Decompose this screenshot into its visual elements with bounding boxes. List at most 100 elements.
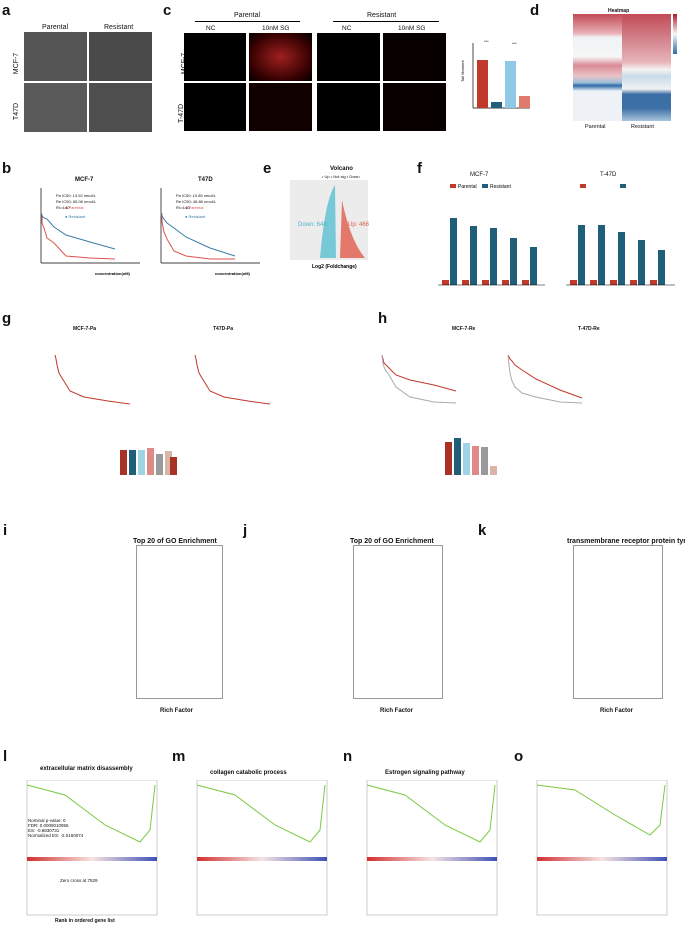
- panel-label-i: i: [3, 522, 8, 539]
- svg-text:Log2 (Foldchange): Log2 (Foldchange): [312, 264, 357, 270]
- volcano-plot: Log2 (Foldchange): [290, 180, 368, 270]
- tail-moment-chart: Tail Moment *** ***: [460, 39, 530, 109]
- divider: [195, 21, 300, 22]
- mrna-expression-charts: Parental Resistant: [438, 184, 675, 286]
- col-label: Parental: [42, 24, 69, 31]
- gsea-plots: [26, 780, 668, 916]
- gsea-stat: FDR: 0.0009010956: [28, 823, 69, 828]
- chart-title: MCF-7: [75, 177, 94, 183]
- panel-label-j: j: [243, 522, 248, 539]
- ic50-text: Pa IC50: 13.92 nmol/L: [56, 193, 96, 198]
- go-plot-j: [353, 545, 443, 699]
- heatmap-xlabel: Parental: [585, 124, 606, 130]
- gsea-stat: Normalized ES: -2.0160074: [28, 833, 84, 838]
- comet-image: [383, 33, 446, 81]
- x-axis-label: Rank in ordered gene list: [55, 918, 115, 924]
- ic50-text: Pa IC50: 10.85 nmol/L: [176, 193, 216, 198]
- ic50-text: Re IC50: 46.86 nmol/L: [176, 199, 217, 204]
- micrograph: [24, 32, 87, 81]
- chart-title: Estrogen signaling pathway: [385, 770, 465, 776]
- ri-text: RI=4.67: [56, 205, 71, 210]
- panel-label-o: o: [514, 748, 524, 765]
- svg-text:concentration(nM): concentration(nM): [215, 271, 251, 276]
- chart-title: collagen catabolic process: [210, 770, 287, 776]
- chart-title: T47D: [198, 177, 213, 183]
- comet-image: [383, 83, 446, 131]
- panel-label-l: l: [3, 748, 8, 765]
- svg-text:● Parental: ● Parental: [185, 205, 204, 210]
- svg-text:● Resistant: ● Resistant: [65, 214, 86, 219]
- chart-title: Volcano: [330, 166, 353, 172]
- sirna-charts: [54, 354, 583, 475]
- divider: [333, 21, 439, 22]
- condition-label: 10nM SG: [398, 25, 426, 32]
- chart-title: T-47D: [600, 172, 617, 178]
- micrograph: [24, 83, 87, 132]
- group-label: Resistant: [367, 12, 397, 19]
- svg-text:● Resistant: ● Resistant: [185, 214, 206, 219]
- comet-image: [249, 83, 312, 131]
- chart-title: Top 20 of GO Enrichment: [350, 538, 434, 545]
- svg-text:concentration(nM): concentration(nM): [95, 271, 131, 276]
- panel-label-e: e: [263, 160, 272, 177]
- x-axis-label: Rich Factor: [600, 708, 634, 714]
- row-label: T47D: [13, 102, 21, 121]
- panel-label-g: g: [2, 310, 12, 327]
- zero-cross: Zero cross at 7529: [60, 878, 98, 883]
- svg-text:Resistant: Resistant: [490, 184, 511, 190]
- heatmap-title: Heatmap: [608, 8, 630, 14]
- panel-label-a: a: [2, 2, 11, 19]
- svg-text:● Parental: ● Parental: [65, 205, 84, 210]
- panel-label-k: k: [478, 522, 487, 539]
- mcf7-viability-chart: ● Parental ● Resistant concentration(nM): [40, 188, 140, 276]
- up-count: Up: 466: [348, 222, 370, 228]
- condition-label: NC: [206, 25, 216, 32]
- group-label: Parental: [234, 12, 261, 19]
- chart-title: Top 20 of GO Enrichment: [133, 538, 217, 545]
- row-label: MCF-7: [13, 52, 21, 75]
- chart-title: transmembrane receptor protein tyrosine …: [567, 538, 685, 545]
- x-axis-label: Rich Factor: [160, 708, 194, 714]
- chart-title: MCF-7-Re: [452, 326, 476, 332]
- panel-label-m: m: [172, 748, 186, 765]
- heatmap-col-resistant: [622, 14, 671, 121]
- comet-image: [317, 83, 380, 131]
- comet-image: [317, 33, 380, 81]
- gsea-stat: ES: -0.6830731: [28, 828, 60, 833]
- svg-text:***: ***: [512, 41, 517, 46]
- condition-label: NC: [342, 25, 352, 32]
- down-count: Down: 648: [298, 222, 327, 228]
- micrograph: [89, 83, 152, 132]
- chart-title: T-47D-Re: [578, 326, 600, 332]
- t47d-viability-chart: ● Parental ● Resistant concentration(nM): [160, 188, 260, 276]
- svg-text:Parental: Parental: [458, 184, 477, 190]
- chart-title: MCF-7-Pa: [73, 326, 97, 332]
- comet-image: [184, 33, 246, 81]
- ri-text: RI=4.31: [176, 205, 191, 210]
- panel-label-b: b: [2, 160, 12, 177]
- chart-title: extracellular matrix disassembly: [40, 766, 133, 772]
- chart-title: MCF-7: [470, 172, 489, 178]
- svg-text:Tail Moment: Tail Moment: [460, 60, 465, 82]
- panel-label-d: d: [530, 2, 540, 19]
- panel-label-f: f: [417, 160, 422, 177]
- ic50-text: Re IC50: 65.06 nmol/L: [56, 199, 97, 204]
- panel-label-n: n: [343, 748, 353, 765]
- volcano-legend: • Up • Not sig • Down: [322, 174, 360, 179]
- go-plot-i: [136, 545, 223, 699]
- heatmap-colorbar: [673, 14, 677, 54]
- heatmap-xlabel: Resistant: [631, 124, 654, 130]
- micrograph: [89, 32, 152, 81]
- heatmap-col-parental: [573, 14, 622, 121]
- col-label: Resistant: [104, 24, 134, 31]
- gsea-stat: Nominal p-value: 0: [28, 818, 66, 823]
- x-axis-label: Rich Factor: [380, 708, 414, 714]
- panel-label-c: c: [163, 2, 172, 19]
- go-plot-k: [573, 545, 663, 699]
- svg-text:***: ***: [484, 39, 489, 44]
- comet-image: [249, 33, 312, 81]
- comet-image: [184, 83, 246, 131]
- chart-title: T47D-Pa: [213, 326, 234, 332]
- condition-label: 10nM SG: [262, 25, 290, 32]
